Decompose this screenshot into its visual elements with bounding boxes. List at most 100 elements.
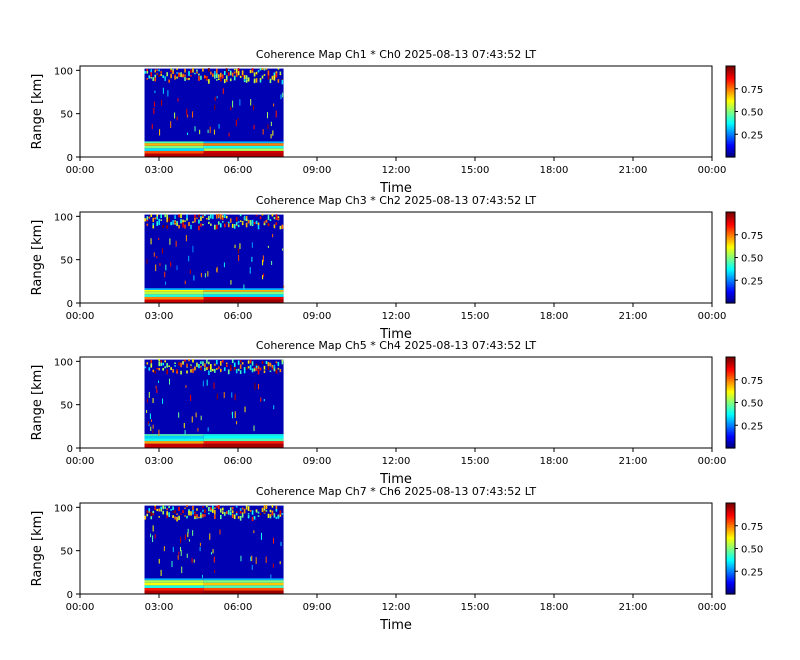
- heatmap-speckle: [227, 221, 230, 224]
- y-tick-label: 50: [60, 256, 73, 267]
- colorbar-segment: [726, 522, 735, 525]
- heatmap-speckle: [269, 514, 272, 517]
- heatmap-speckle: [267, 366, 270, 370]
- heatmap-speckle: [214, 509, 216, 515]
- heatmap-speckle: [231, 510, 234, 514]
- heatmap-speckle: [233, 75, 236, 81]
- heatmap-speckle: [194, 126, 196, 132]
- heatmap-speckle: [160, 508, 162, 512]
- colorbar-segment: [726, 589, 735, 592]
- heatmap-speckle: [263, 370, 266, 374]
- colorbar-segment: [726, 75, 735, 78]
- colorbar-segment: [726, 135, 735, 138]
- heatmap-speckle: [281, 359, 284, 362]
- colorbar-segment: [726, 275, 735, 278]
- colorbar-segment: [726, 97, 735, 100]
- heatmap-speckle: [190, 74, 192, 77]
- heatmap-speckle: [210, 71, 212, 75]
- heatmap-speckle: [167, 90, 169, 97]
- heatmap-speckle: [227, 369, 230, 375]
- heatmap-speckle: [164, 360, 166, 363]
- heatmap-speckle: [219, 215, 222, 220]
- heatmap-speckle: [245, 367, 248, 370]
- heatmap-speckle: [202, 506, 204, 508]
- heatmap-speckle: [237, 72, 240, 76]
- heatmap-speckle: [270, 121, 272, 127]
- heatmap-speckle: [257, 511, 260, 514]
- colorbar-segment: [726, 102, 735, 105]
- heatmap-speckle: [153, 107, 155, 115]
- y-tick-label: 50: [60, 110, 73, 121]
- heatmap-speckle: [206, 367, 208, 371]
- heatmap-speckle: [225, 68, 228, 73]
- heatmap-speckle: [243, 215, 246, 221]
- heatmap-speckle: [190, 394, 192, 401]
- heatmap-speckle: [176, 516, 178, 522]
- heatmap-speckle: [153, 101, 155, 107]
- colorbar-segment: [726, 146, 735, 149]
- heatmap-speckle: [174, 74, 176, 77]
- heatmap-speckle: [184, 515, 186, 517]
- heatmap-speckle: [244, 406, 246, 413]
- heatmap-speckle: [219, 529, 221, 535]
- heatmap-speckle: [198, 76, 200, 81]
- heatmap-speckle: [227, 223, 230, 228]
- panel-title: Coherence Map Ch7 * Ch6 2025-08-13 07:43…: [256, 485, 536, 498]
- colorbar-segment: [726, 364, 735, 367]
- heatmap-speckle: [180, 550, 182, 556]
- heatmap-speckle: [151, 123, 153, 129]
- x-tick-label: 00:00: [66, 311, 95, 322]
- colorbar-tick-label: 0.75: [741, 376, 763, 387]
- heatmap-layer-cell: [144, 434, 204, 436]
- y-axis-label: Range [km]: [30, 511, 45, 587]
- colorbar-segment: [726, 590, 735, 594]
- heatmap-speckle: [144, 71, 147, 74]
- heatmap-speckle: [263, 510, 266, 514]
- heatmap-speckle: [261, 75, 264, 79]
- heatmap-speckle: [159, 129, 161, 136]
- heatmap-speckle: [184, 68, 186, 73]
- heatmap-speckle: [210, 214, 212, 219]
- heatmap-speckle: [192, 221, 194, 224]
- panel-title: Coherence Map Ch3 * Ch2 2025-08-13 07:43…: [256, 194, 536, 207]
- heatmap-speckle: [253, 222, 256, 225]
- colorbar-segment: [726, 237, 735, 240]
- colorbar-segment: [726, 233, 735, 236]
- heatmap-speckle: [204, 363, 206, 368]
- heatmap-speckle: [272, 130, 274, 136]
- heatmap-speckle: [158, 380, 160, 383]
- heatmap-speckle: [194, 511, 196, 514]
- y-axis-label: Range [km]: [30, 220, 45, 296]
- heatmap-speckle: [250, 556, 252, 561]
- heatmap-speckle: [188, 359, 190, 362]
- colorbar-segment: [726, 540, 735, 544]
- heatmap-speckle: [154, 508, 157, 510]
- heatmap-speckle: [202, 215, 204, 218]
- colorbar-tick-label: 0.75: [741, 522, 763, 533]
- heatmap-speckle: [154, 370, 157, 374]
- y-tick-label: 0: [67, 153, 73, 164]
- heatmap-speckle: [164, 271, 166, 278]
- heatmap-layer-cell: [203, 153, 284, 157]
- heatmap-speckle: [156, 69, 159, 71]
- colorbar-segment: [726, 379, 735, 382]
- heatmap-speckle: [146, 398, 148, 403]
- heatmap-speckle: [221, 215, 224, 218]
- heatmap-speckle: [237, 68, 240, 72]
- heatmap-speckle: [170, 261, 172, 267]
- heatmap-speckle: [166, 72, 168, 77]
- heatmap-speckle: [190, 224, 192, 230]
- heatmap-layer-cell: [203, 435, 284, 439]
- heatmap-speckle: [270, 134, 272, 139]
- heatmap-speckle: [208, 68, 210, 72]
- colorbar-segment: [726, 79, 735, 82]
- heatmap-speckle: [247, 77, 250, 82]
- colorbar-segment: [726, 72, 735, 75]
- heatmap-speckle: [156, 388, 158, 393]
- heatmap-speckle: [281, 513, 284, 515]
- colorbar-segment: [726, 512, 735, 515]
- heatmap-speckle: [152, 224, 155, 229]
- colorbar-segment: [726, 140, 735, 143]
- heatmap-speckle: [257, 69, 260, 73]
- heatmap-layer-cell: [144, 145, 204, 149]
